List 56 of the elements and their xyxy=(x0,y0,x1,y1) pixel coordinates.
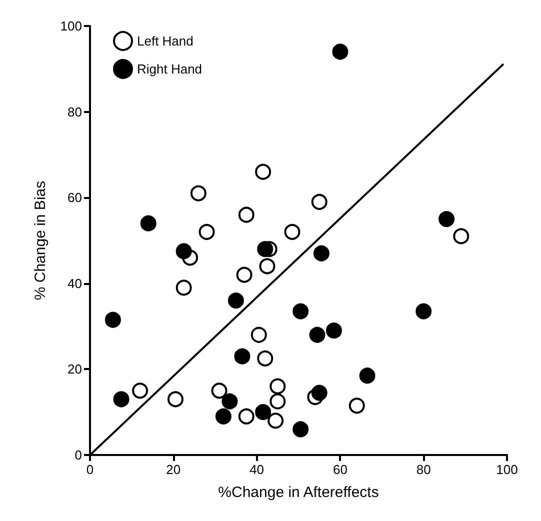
x-tick-label: 80 xyxy=(416,462,431,477)
point xyxy=(270,393,286,410)
point xyxy=(211,382,228,399)
point xyxy=(332,44,348,60)
x-tick-label: 100 xyxy=(496,462,518,477)
y-tick-label: 40 xyxy=(68,276,82,291)
point xyxy=(104,312,121,328)
point xyxy=(313,245,330,262)
legend-label: Right Hand xyxy=(137,62,202,76)
point xyxy=(348,398,365,414)
y-axis-title: % Change in Bias xyxy=(32,180,49,300)
point xyxy=(190,185,206,202)
point xyxy=(234,348,250,364)
point xyxy=(259,258,276,274)
point xyxy=(438,211,455,228)
point xyxy=(238,408,254,424)
point xyxy=(270,378,286,394)
point xyxy=(140,215,156,232)
x-axis-title: %Change in Aftereffects xyxy=(218,484,379,501)
point xyxy=(268,412,284,429)
point xyxy=(453,228,470,244)
x-tick-label: 0 xyxy=(86,462,94,477)
point xyxy=(311,384,328,401)
y-tick-label: 80 xyxy=(68,104,82,120)
point xyxy=(326,322,342,339)
point xyxy=(236,266,252,283)
x-tick-label: 20 xyxy=(166,462,181,477)
point xyxy=(168,391,184,408)
point xyxy=(257,241,274,258)
legend-label: Left Hand xyxy=(137,34,194,48)
point xyxy=(132,382,148,399)
y-tick-label: 100 xyxy=(60,18,82,34)
point xyxy=(113,391,130,408)
point xyxy=(228,292,244,309)
point xyxy=(176,243,192,260)
point xyxy=(215,408,232,424)
point xyxy=(416,303,432,320)
x-tick-label: 40 xyxy=(250,462,264,477)
x-tick-label: 60 xyxy=(332,462,348,477)
point xyxy=(176,280,192,296)
point xyxy=(292,303,309,320)
point xyxy=(284,224,300,240)
y-tick-label: 20 xyxy=(68,362,82,377)
point xyxy=(238,206,254,223)
point xyxy=(292,421,309,438)
point xyxy=(255,404,272,420)
point xyxy=(255,164,272,180)
point xyxy=(311,194,328,210)
point xyxy=(309,326,326,343)
point xyxy=(359,368,376,384)
y-tick-label: 0 xyxy=(74,448,82,462)
point xyxy=(198,224,215,240)
point xyxy=(257,350,274,366)
y-tick-label: 60 xyxy=(68,190,82,206)
point xyxy=(222,393,238,410)
point xyxy=(250,326,267,343)
